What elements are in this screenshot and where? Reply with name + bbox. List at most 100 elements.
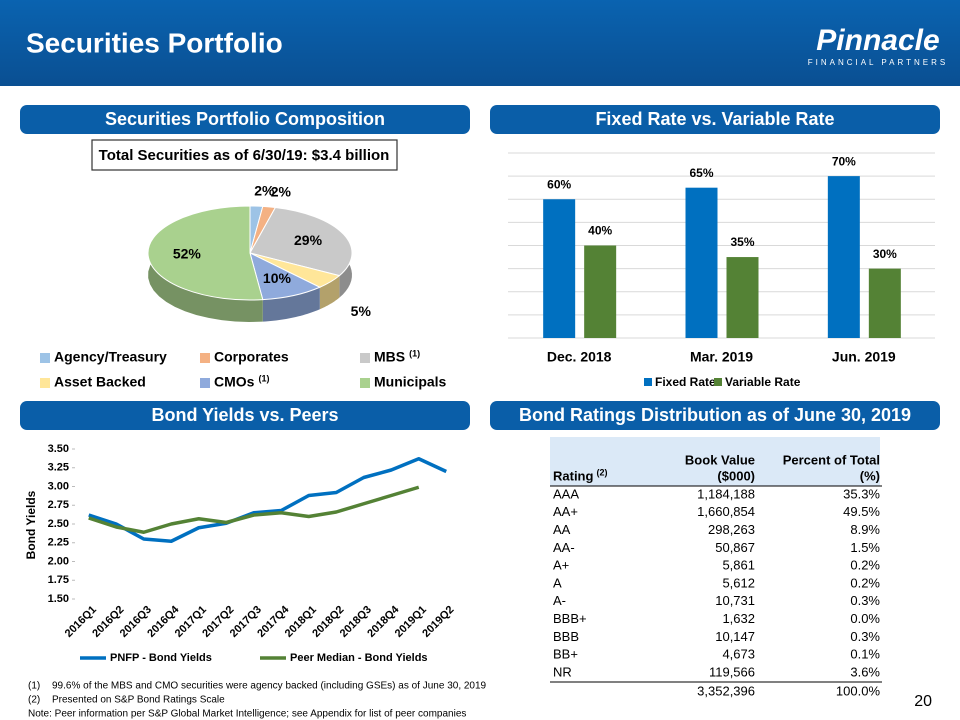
table-cell: AA+ [553,504,578,519]
y-tick-label: 1.75 [48,574,69,586]
table-cell: 10,147 [715,629,755,644]
table-cell: 50,867 [715,540,755,555]
table-header: Book Value [685,452,755,467]
table-cell: 5,612 [722,575,755,590]
table-header: Percent of Total [783,452,880,467]
data-label: 29% [294,232,323,248]
page-number: 20 [914,693,932,710]
table-cell: 119,566 [709,664,755,679]
table-cell: 1,184,188 [697,486,755,501]
panel-bar [490,105,940,134]
footnote-mark: (2) [28,695,40,706]
footnote-mark: (1) [28,681,40,692]
legend-swatch [714,378,722,386]
legend-label: Variable Rate [725,375,801,389]
y-tick-label: 3.25 [48,462,69,474]
legend-swatch [40,353,50,363]
table-total: 3,352,396 [697,683,755,698]
table-cell: 0.2% [850,558,880,573]
table-cell: BB+ [553,647,578,662]
y-tick-label: 2.25 [48,537,69,549]
legend-swatch [644,378,652,386]
bar [868,268,901,338]
y-axis-title: Bond Yields [24,490,38,559]
table-cell: 0.1% [850,647,880,662]
legend-note: (1) [258,373,269,383]
data-label: 2% [271,184,292,200]
table-cell: 35.3% [843,486,880,501]
pie-subtitle: Total Securities as of 6/30/19: $3.4 bil… [99,147,390,164]
data-label: 65% [689,166,713,180]
bar [584,245,617,338]
table-header-bg [550,437,880,486]
table-cell: 1.5% [850,540,880,555]
data-label: 5% [351,303,372,319]
table-header: Rating [553,468,594,483]
bar [543,199,576,338]
table-cell: 1,632 [722,611,755,626]
panel-bar [20,401,470,430]
x-tick-label: Jun. 2019 [832,349,896,365]
table-cell: AAA [553,486,579,501]
panel-title: Bond Ratings Distribution as of June 30,… [519,405,911,425]
table-cell: 3.6% [850,664,880,679]
legend-label: Municipals [374,374,447,390]
y-tick-label: 2.75 [48,499,69,511]
series-line [88,457,447,543]
x-tick-label: Mar. 2019 [690,349,753,365]
legend-label: Corporates [214,349,289,365]
y-tick-label: 2.50 [48,518,69,530]
x-tick-label: Dec. 2018 [547,349,612,365]
legend-swatch [40,378,50,388]
legend-label: Asset Backed [54,374,146,390]
legend-swatch [360,378,370,388]
pie-side [262,287,320,322]
legend-label: PNFP - Bond Yields [110,652,212,664]
legend-label: Agency/Treasury [54,349,167,365]
legend-label: Fixed Rate [655,375,716,389]
series-line [88,485,420,534]
pie-slice [249,206,353,277]
panel-title: Bond Yields vs. Peers [151,405,338,425]
bar [827,176,860,338]
table-cell: A+ [553,558,569,573]
panel-title: Securities Portfolio Composition [105,109,385,129]
pie-side [319,275,340,310]
footnote-text: Presented on S&P Bond Ratings Scale [52,695,225,706]
footnote-text: 99.6% of the MBS and CMO securities were… [52,681,487,692]
legend-label: CMOs [214,374,255,390]
y-tick-label: 2.00 [48,555,69,567]
panel-bar [20,105,470,134]
data-label: 2% [254,183,275,199]
table-cell: 0.3% [850,629,880,644]
data-label: 60% [547,177,571,191]
data-label: 35% [730,235,754,249]
legend-swatch [360,353,370,363]
table-header: (%) [860,468,880,483]
y-tick-label: 1.50 [48,593,69,605]
table-cell: 10,731 [715,593,755,608]
legend-note: (1) [409,348,420,358]
data-label: 30% [873,247,897,261]
table-cell: 1,660,854 [697,504,755,519]
legend-label: MBS [374,349,405,365]
y-tick-label: 3.00 [48,480,69,492]
data-label: 70% [832,154,856,168]
legend-swatch [200,378,210,388]
bar [685,187,718,338]
subtitle-box [91,139,398,171]
table-cell: 298,263 [708,522,755,537]
table-cell: NR [553,664,572,679]
table-cell: AA [553,522,571,537]
table-cell: AA- [553,540,575,555]
header-band [0,0,960,86]
y-tick-label: 3.50 [48,443,69,455]
panel-title: Fixed Rate vs. Variable Rate [595,109,834,129]
logo-sub: FINANCIAL PARTNERS [808,58,949,67]
bar [726,257,759,338]
slide-title: Securities Portfolio [26,27,283,58]
data-label: 40% [588,224,612,238]
footnote-note: Note: Peer information per S&P Global Ma… [28,709,466,720]
table-total: 100.0% [836,683,881,698]
